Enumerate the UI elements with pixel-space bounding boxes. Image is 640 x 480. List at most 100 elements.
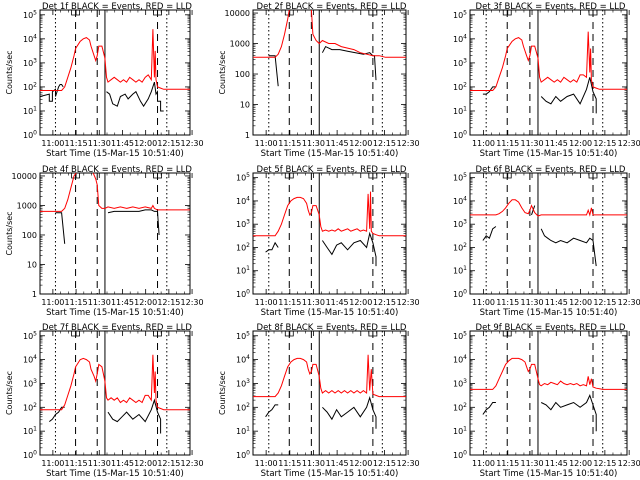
y-tick-label: 105 [453, 9, 467, 20]
y-tick-label: 103 [23, 378, 37, 389]
y-tick-label: 103 [453, 219, 467, 230]
chart-title: Det 4f BLACK = Events, RED = LLD [42, 165, 192, 175]
series-events [265, 396, 377, 429]
x-tick-label: 12:00 [134, 459, 157, 468]
top-marker [71, 10, 80, 16]
chart-panel-2: 1 10 100 1000 10000 11:00 11:15 11:30 11:45 12:00… [218, 2, 420, 159]
plot-frame [39, 9, 191, 136]
x-tick-label: 11:00 [255, 459, 278, 468]
y-tick-label: 10000 [12, 172, 37, 181]
y-tick-label: 102 [453, 81, 467, 92]
x-tick-label: 11:45 [326, 139, 349, 148]
y-tick-label: 100 [453, 130, 467, 141]
x-tick-label: 11:30 [88, 139, 111, 148]
y-tick-label: 104 [453, 354, 467, 365]
x-axis-label: Start Time (15-Mar-15 10:51:40) [480, 469, 618, 479]
y-tick-label: 101 [23, 426, 37, 437]
top-marker [502, 173, 512, 179]
x-tick-label: 11:30 [521, 298, 544, 307]
x-axis-label: Start Time (15-Mar-15 10:51:40) [480, 308, 618, 318]
x-tick-label: 12:30 [618, 459, 640, 468]
chart-title: Det 6f BLACK = Events, RED = LLD [476, 165, 626, 175]
y-tick-label: 101 [236, 265, 250, 276]
y-tick-label: 102 [23, 81, 37, 92]
x-tick-label: 11:30 [521, 139, 544, 148]
y-tick-label: 10000 [225, 9, 250, 18]
y-tick-label: 10 [27, 260, 37, 269]
plot-frame [252, 9, 407, 136]
y-tick-label: 105 [23, 330, 37, 341]
series-lld [253, 191, 406, 237]
series-events [48, 398, 162, 434]
x-tick-label: 11:00 [41, 139, 64, 148]
x-tick-label: 11:45 [111, 298, 134, 307]
series-events [482, 77, 597, 114]
y-tick-label: 103 [453, 378, 467, 389]
x-tick-label: 12:30 [181, 139, 204, 148]
y-tick-label: 100 [23, 450, 37, 461]
y-tick-label: 101 [453, 265, 467, 276]
chart-title: Det 3f BLACK = Events, RED = LLD [476, 2, 626, 12]
y-tick-label: 100 [235, 70, 250, 79]
chart-title: Det 1f BLACK = Events, RED = LLD [42, 2, 192, 12]
x-tick-label: 11:30 [302, 298, 325, 307]
y-tick-label: 1 [32, 290, 37, 299]
x-tick-label: 11:45 [545, 298, 568, 307]
x-tick-label: 12:15 [373, 459, 396, 468]
y-tick-label: 1000 [230, 40, 250, 49]
x-tick-label: 11:30 [302, 139, 325, 148]
y-tick-label: 10 [240, 101, 250, 110]
plot-frame [469, 172, 628, 295]
y-tick-label: 104 [453, 33, 467, 44]
y-tick-label: 104 [236, 354, 250, 365]
y-tick-label: 101 [453, 426, 467, 437]
y-tick-label: 105 [236, 330, 250, 341]
x-axis-label: Start Time (15-Mar-15 10:51:40) [46, 469, 184, 479]
y-tick-label: 103 [453, 57, 467, 68]
x-tick-label: 12:15 [593, 298, 616, 307]
y-tick-label: 102 [453, 402, 467, 413]
series-lld [470, 199, 627, 217]
y-tick-label: 101 [453, 105, 467, 116]
x-tick-label: 11:45 [545, 459, 568, 468]
series-lld [40, 173, 190, 212]
top-marker [368, 173, 378, 179]
chart-title: Det 9f BLACK = Events, RED = LLD [476, 323, 626, 333]
top-marker [368, 10, 378, 16]
x-tick-label: 12:00 [569, 459, 592, 468]
x-tick-label: 11:45 [326, 298, 349, 307]
x-tick-label: 11:30 [88, 298, 111, 307]
x-axis-label: Start Time (15-Mar-15 10:51:40) [261, 469, 399, 479]
series-events [55, 209, 160, 244]
y-tick-label: 101 [23, 105, 37, 116]
x-tick-label: 12:00 [134, 298, 157, 307]
x-tick-label: 11:00 [472, 139, 495, 148]
y-tick-label: 103 [236, 378, 250, 389]
x-tick-label: 11:30 [88, 459, 111, 468]
x-axis-label: Start Time (15-Mar-15 10:51:40) [46, 149, 184, 159]
top-marker [368, 331, 378, 337]
y-tick-label: 103 [236, 219, 250, 230]
top-marker [153, 10, 162, 16]
series-events [40, 81, 164, 112]
x-tick-label: 11:15 [496, 459, 519, 468]
y-tick-label: 103 [23, 57, 37, 68]
x-tick-label: 12:15 [593, 459, 616, 468]
series-lld [470, 357, 627, 390]
x-tick-label: 12:15 [373, 139, 396, 148]
x-tick-label: 12:30 [397, 139, 420, 148]
y-tick-label: 102 [236, 402, 250, 413]
x-axis-label: Start Time (15-Mar-15 10:51:40) [480, 149, 618, 159]
x-tick-label: 11:00 [41, 298, 64, 307]
x-axis-label: Start Time (15-Mar-15 10:51:40) [261, 308, 399, 318]
plot-frame [252, 172, 407, 295]
x-tick-label: 12:15 [157, 139, 180, 148]
y-axis-label: Counts/sec [5, 371, 14, 415]
x-tick-label: 11:15 [496, 139, 519, 148]
top-marker [284, 331, 294, 337]
y-tick-label: 1000 [17, 201, 37, 210]
x-tick-label: 12:30 [397, 298, 420, 307]
x-tick-label: 11:00 [472, 459, 495, 468]
top-marker [588, 331, 598, 337]
